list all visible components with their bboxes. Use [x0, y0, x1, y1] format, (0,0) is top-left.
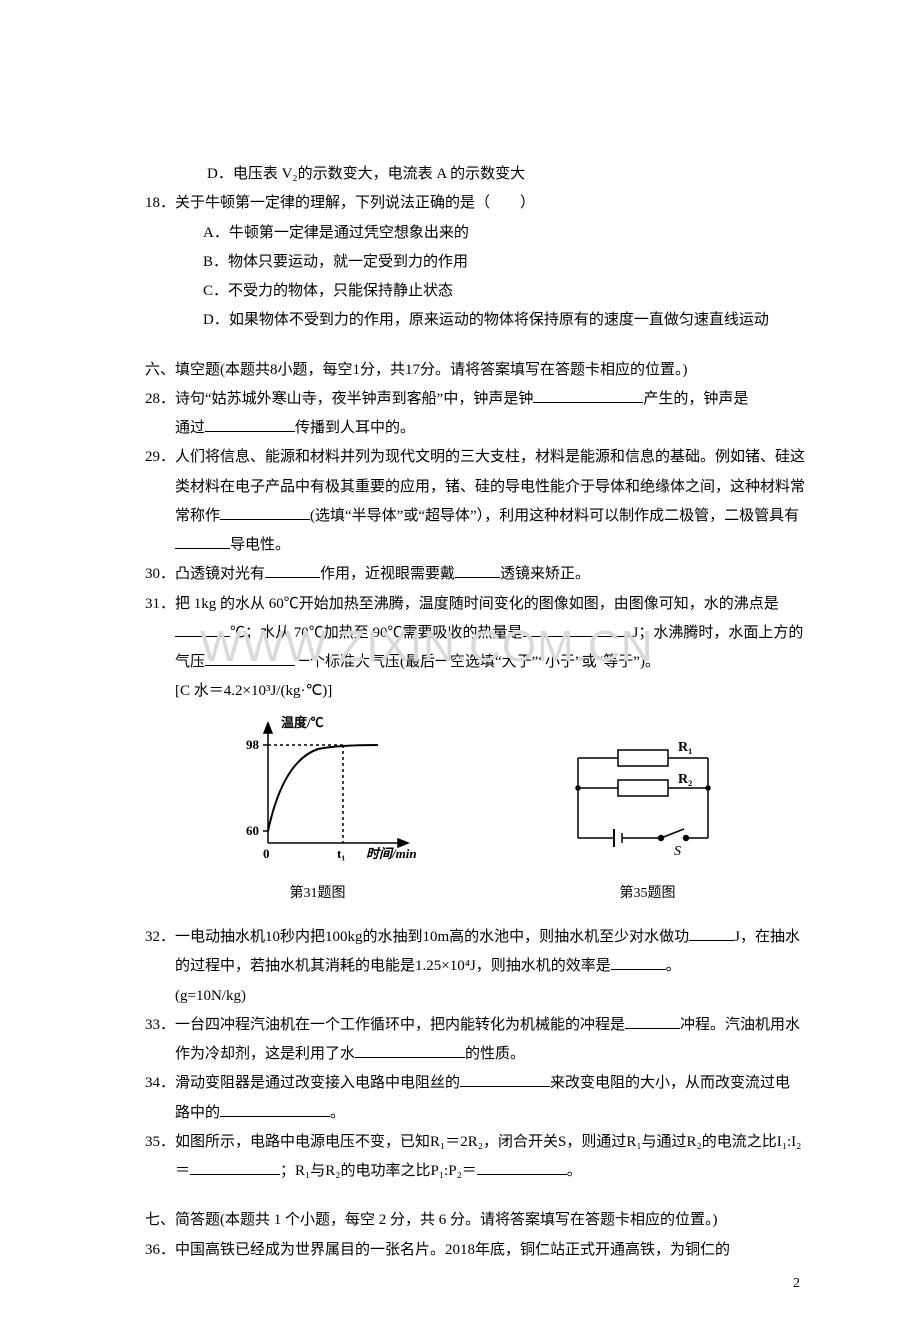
- blank: [455, 562, 500, 578]
- q28-part-b: 产生的，钟声是: [643, 391, 748, 407]
- blank: [220, 1101, 330, 1117]
- fig31-tick-0: 0: [263, 846, 270, 861]
- q31-formula: [C 水＝4.2×10³J/(kg·℃)]: [145, 677, 805, 706]
- q32: 32．一电动抽水机10秒内把100kg的水抽到10m高的水池中，则抽水机至少对水…: [145, 923, 805, 982]
- q31: 31．把 1kg 的水从 60℃开始加热至沸腾，温度随时间变化的图像如图，由图像…: [145, 590, 805, 678]
- fig31-ylabel: 温度/℃: [281, 715, 324, 730]
- blank: [625, 1013, 680, 1029]
- fig35-circuit: R₁ R₂ S: [558, 733, 738, 863]
- q32-part-c: 。: [666, 958, 681, 974]
- blank: [205, 416, 295, 432]
- q32-part-a: 32．一电动抽水机10秒内把100kg的水抽到10m高的水池中，则抽水机至少对水…: [145, 929, 689, 945]
- q29-part-c: 导电性。: [230, 537, 290, 553]
- q33: 33．一台四冲程汽油机在一个工作循环中，把内能转化为机械能的冲程是冲程。汽油机用…: [145, 1011, 805, 1070]
- fig35-block: R₁ R₂ S 第35题图: [558, 733, 738, 908]
- fig31-block: 温度/℃ 98 60 0 t₁ 时间/min 第31题图: [213, 713, 423, 908]
- q30-part-c: 透镜来矫正。: [500, 566, 590, 582]
- q35-part-b: ；R₁与R₂的电功率之比P₁:P₂＝: [280, 1163, 477, 1179]
- fig35-r1-label: R₁: [678, 740, 692, 755]
- q31-part-d: 一个标准大气压(最后一空选填“大于”“小于”或“等于”)。: [295, 654, 660, 670]
- q34: 34．滑动变阻器是通过改变接入电路中电阻丝的来改变电阻的大小，从而改变流过电路中…: [145, 1069, 805, 1128]
- q30-part-a: 30．凸透镜对光有: [145, 566, 265, 582]
- q18-opt-c: C．不受力的物体，只能保持静止状态: [175, 277, 805, 306]
- blank: [190, 1159, 280, 1175]
- q30: 30．凸透镜对光有 作用，近视眼需要戴 透镜来矫正。: [145, 560, 805, 589]
- q33-part-c: 的性质。: [465, 1046, 525, 1062]
- blank: [205, 650, 295, 666]
- fig31-tick-60: 60: [246, 823, 259, 838]
- blank: [611, 954, 666, 970]
- blank: [460, 1071, 550, 1087]
- section6-title: 六、填空题(本题共8小题，每空1分，共17分。请将答案填写在答题卡相应的位置。): [145, 356, 805, 385]
- q29: 29．人们将信息、能源和材料并列为现代文明的三大支柱，材料是能源和信息的基础。例…: [145, 443, 805, 560]
- blank: [689, 925, 734, 941]
- q30-part-b: 作用，近视眼需要戴: [320, 566, 455, 582]
- blank: [175, 621, 230, 637]
- q18-opt-d: D．如果物体不受到力的作用，原来运动的物体将保持原有的速度一直做匀速直线运动: [175, 306, 805, 335]
- q31-part-b: ℃；水从 70℃加热至 90℃需要吸收的热量是: [230, 625, 523, 641]
- q32-g: (g=10N/kg): [145, 982, 805, 1011]
- fig35-s-label: S: [674, 844, 681, 859]
- q29-part-b: (选填“半导体”或“超导体”），利用这种材料可以制作成二极管，二极管具有: [310, 508, 799, 524]
- q28-part-d: 传播到人耳中的。: [295, 420, 415, 436]
- fig31-chart: 温度/℃ 98 60 0 t₁ 时间/min: [213, 713, 423, 863]
- fig31-xlabel: 时间/min: [366, 846, 417, 861]
- fig35-r2-label: R₂: [678, 772, 692, 787]
- figures-row: 温度/℃ 98 60 0 t₁ 时间/min 第31题图: [145, 713, 805, 908]
- q18-stem: 18．关于牛顿第一定律的理解，下列说法正确的是（ ）: [145, 189, 805, 218]
- page-container: WWW.ZIXIN.COM.CN D．电压表 V₂的示数变大，电流表 A 的示数…: [0, 0, 920, 1325]
- blank: [175, 533, 230, 549]
- q17-opt-d: D．电压表 V₂的示数变大，电流表 A 的示数变大: [145, 160, 805, 189]
- fig31-caption: 第31题图: [213, 880, 423, 907]
- q34-part-a: 34．滑动变阻器是通过改变接入电路中电阻丝的: [145, 1075, 460, 1091]
- q18-opt-b: B．物体只要运动，就一定受到力的作用: [175, 248, 805, 277]
- blank: [265, 562, 320, 578]
- q35: 35．如图所示，电路中电源电压不变，已知R₁＝2R₂，闭合开关S，则通过R₁与通…: [145, 1128, 805, 1187]
- q28: 28．诗句“姑苏城外寒山寺，夜半钟声到客船”中，钟声是钟 产生的，钟声是: [145, 385, 805, 414]
- q28-line2: 通过 传播到人耳中的。: [145, 414, 805, 443]
- q18-opt-a: A．牛顿第一定律是通过凭空想象出来的: [175, 219, 805, 248]
- fig35-caption: 第35题图: [558, 880, 738, 907]
- q31-part-a: 31．把 1kg 的水从 60℃开始加热至沸腾，温度随时间变化的图像如图，由图像…: [145, 596, 779, 612]
- q36: 36．中国高铁已经成为世界属目的一张名片。2018年底，铜仁站正式开通高铁，为铜…: [145, 1236, 805, 1265]
- blank: [523, 621, 633, 637]
- section7-title: 七、简答题(本题共 1 个小题，每空 2 分，共 6 分。请将答案填写在答题卡相…: [145, 1206, 805, 1235]
- q28-part-c: 通过: [175, 420, 205, 436]
- fig31-tick-t1: t₁: [337, 846, 345, 861]
- blank: [220, 504, 310, 520]
- q28-part-a: 28．诗句“姑苏城外寒山寺，夜半钟声到客船”中，钟声是钟: [145, 391, 533, 407]
- blank: [477, 1159, 567, 1175]
- page-number: 2: [793, 1270, 800, 1297]
- q34-part-c: 。: [330, 1105, 345, 1121]
- q33-part-a: 33．一台四冲程汽油机在一个工作循环中，把内能转化为机械能的冲程是: [145, 1017, 625, 1033]
- fig31-tick-98: 98: [246, 737, 260, 752]
- q35-part-c: 。: [567, 1163, 582, 1179]
- blank: [533, 387, 643, 403]
- blank: [355, 1042, 465, 1058]
